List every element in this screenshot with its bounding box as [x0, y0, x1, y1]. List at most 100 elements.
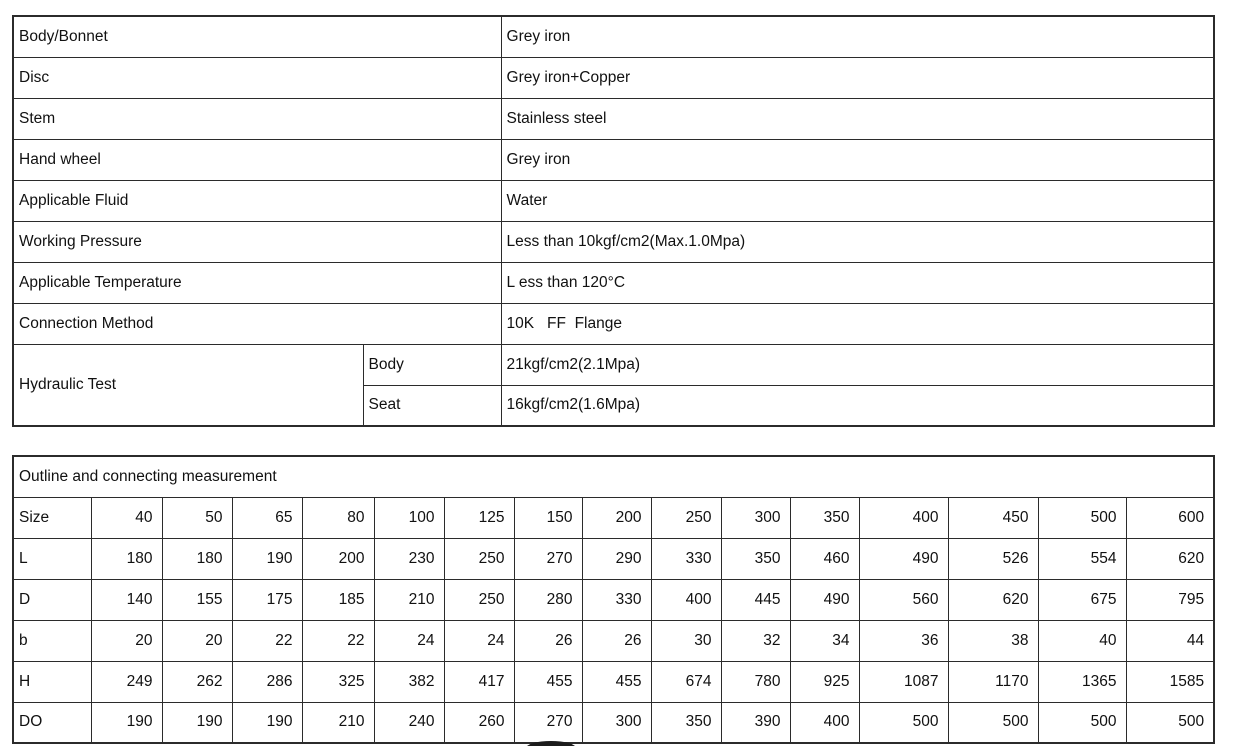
- measurement-cell: 925: [789, 660, 860, 703]
- measurement-cell: 40: [1037, 619, 1127, 662]
- measurement-cell: 450: [947, 496, 1039, 539]
- measurement-cell: 175: [231, 578, 303, 621]
- measurement-cell: 34: [789, 619, 860, 662]
- measurement-cell: 200: [301, 537, 375, 580]
- spec-label-hydraulic-test: Hydraulic Test: [12, 343, 364, 427]
- measurement-cell: 300: [581, 701, 652, 744]
- spec-value: Water: [500, 179, 1215, 222]
- measurement-cell: 674: [650, 660, 722, 703]
- measurement-cell: 560: [858, 578, 949, 621]
- measurement-cell: 30: [650, 619, 722, 662]
- table-row: Disc Grey iron+Copper: [12, 56, 1215, 99]
- measurement-cell: 400: [858, 496, 949, 539]
- measurement-cell: 262: [161, 660, 233, 703]
- measurement-cell: 350: [789, 496, 860, 539]
- spec-value: Stainless steel: [500, 97, 1215, 140]
- measurement-cell: 455: [513, 660, 583, 703]
- measurement-row-label: b: [12, 619, 92, 662]
- measurement-cell: 36: [858, 619, 949, 662]
- measurement-cell: 200: [581, 496, 652, 539]
- table-row: Applicable Temperature L ess than 120°C: [12, 261, 1215, 304]
- measurement-cell: 260: [443, 701, 515, 744]
- measurement-cell: 50: [161, 496, 233, 539]
- measurement-cell: 675: [1037, 578, 1127, 621]
- measurement-cell: 526: [947, 537, 1039, 580]
- measurement-cell: 350: [650, 701, 722, 744]
- measurement-cell: 38: [947, 619, 1039, 662]
- spec-label: Body/Bonnet: [12, 15, 502, 58]
- measurement-cell: 600: [1125, 496, 1215, 539]
- table-row: Stem Stainless steel: [12, 97, 1215, 140]
- measurement-cell: 445: [720, 578, 791, 621]
- spec-table: Body/Bonnet Grey iron Disc Grey iron+Cop…: [12, 15, 1216, 427]
- measurement-cell: 620: [1125, 537, 1215, 580]
- measurement-cell: 280: [513, 578, 583, 621]
- measurement-cell: 460: [789, 537, 860, 580]
- measurement-row-label: H: [12, 660, 92, 703]
- measurement-cell: 230: [373, 537, 445, 580]
- spec-label: Working Pressure: [12, 220, 502, 263]
- measurement-cell: 1170: [947, 660, 1039, 703]
- measurement-cell: 286: [231, 660, 303, 703]
- measurement-cell: 185: [301, 578, 375, 621]
- spec-sublabel: Body: [362, 343, 502, 386]
- spec-value: 10K FF Flange: [500, 302, 1215, 345]
- spec-value: Grey iron: [500, 138, 1215, 181]
- spec-label: Applicable Temperature: [12, 261, 502, 304]
- measurement-cell: 44: [1125, 619, 1215, 662]
- measurement-cell: 65: [231, 496, 303, 539]
- measurement-cell: 26: [581, 619, 652, 662]
- spec-label: Connection Method: [12, 302, 502, 345]
- measurement-cell: 125: [443, 496, 515, 539]
- measurement-cell: 350: [720, 537, 791, 580]
- measurement-cell: 190: [231, 701, 303, 744]
- measurement-row-label: L: [12, 537, 92, 580]
- spec-sublabel: Seat: [362, 384, 502, 427]
- measurement-row-label: D: [12, 578, 92, 621]
- measurement-cell: 180: [90, 537, 163, 580]
- measurement-cell: 250: [650, 496, 722, 539]
- measurement-cell: 210: [373, 578, 445, 621]
- measurement-cell: 554: [1037, 537, 1127, 580]
- measurement-cell: 1585: [1125, 660, 1215, 703]
- measurement-cell: 325: [301, 660, 375, 703]
- measurement-cell: 155: [161, 578, 233, 621]
- table-row: Seat 16kgf/cm2(1.6Mpa): [13, 384, 1215, 427]
- measurement-cell: 22: [301, 619, 375, 662]
- measurement-cell: 240: [373, 701, 445, 744]
- measurement-cell: 400: [789, 701, 860, 744]
- spec-label: Stem: [12, 97, 502, 140]
- spec-label: Disc: [12, 56, 502, 99]
- measurement-cell: 180: [161, 537, 233, 580]
- measurement-cell: 1087: [858, 660, 949, 703]
- measurement-cell: 270: [513, 537, 583, 580]
- measurement-cell: 140: [90, 578, 163, 621]
- measurement-cell: 24: [443, 619, 515, 662]
- spec-value: Grey iron: [500, 15, 1215, 58]
- measurement-cell: 500: [1125, 701, 1215, 744]
- spec-label: Applicable Fluid: [12, 179, 502, 222]
- table-row: L 180 180 190 200 230 250 270 290 330 35…: [12, 537, 1215, 580]
- table-row: Hydraulic Test Body 21kgf/cm2(2.1Mpa): [12, 343, 1215, 427]
- table-row: Applicable Fluid Water: [12, 179, 1215, 222]
- measurement-table: Outline and connecting measurement Size …: [12, 455, 1216, 744]
- measurement-cell: 390: [720, 701, 791, 744]
- measurement-cell: 780: [720, 660, 791, 703]
- table-row: Working Pressure Less than 10kgf/cm2(Max…: [12, 220, 1215, 263]
- measurement-row-label: Size: [12, 496, 92, 539]
- measurement-cell: 210: [301, 701, 375, 744]
- table-row: Outline and connecting measurement: [12, 455, 1215, 498]
- measurement-cell: 330: [581, 578, 652, 621]
- spec-label: Hand wheel: [12, 138, 502, 181]
- measurement-cell: 190: [161, 701, 233, 744]
- table-row: Body/Bonnet Grey iron: [12, 15, 1215, 58]
- measurement-cell: 26: [513, 619, 583, 662]
- table-row: H 249 262 286 325 382 417 455 455 674 78…: [12, 660, 1215, 703]
- measurement-cell: 100: [373, 496, 445, 539]
- measurement-cell: 20: [161, 619, 233, 662]
- measurement-cell: 1365: [1037, 660, 1127, 703]
- measurement-cell: 500: [1037, 701, 1127, 744]
- measurement-cell: 300: [720, 496, 791, 539]
- measurement-cell: 490: [858, 537, 949, 580]
- table-row: DO 190 190 190 210 240 260 270 300 350 3…: [12, 701, 1215, 744]
